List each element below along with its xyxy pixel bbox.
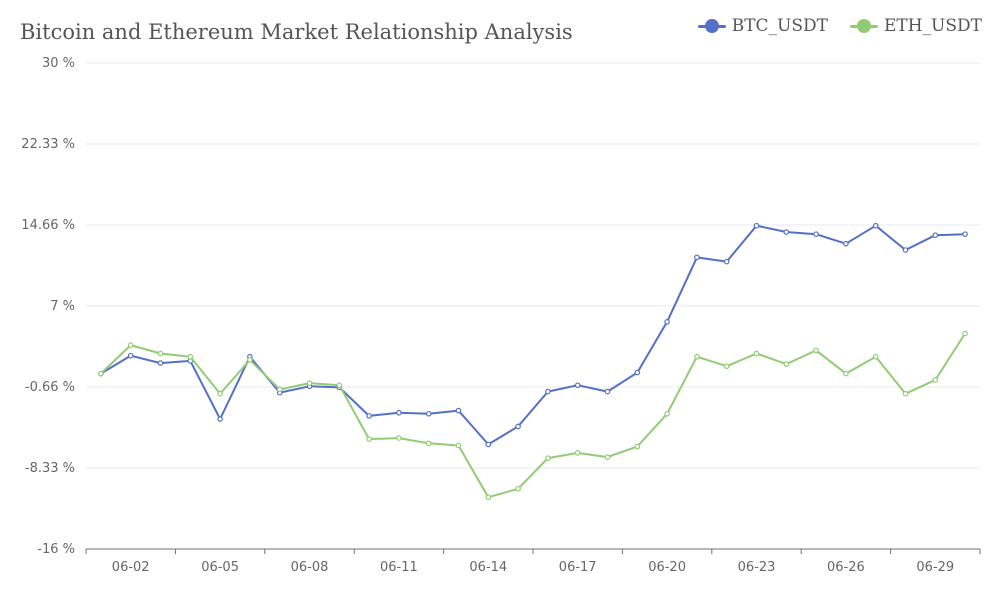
data-point-eth_usdt — [276, 386, 283, 393]
y-tick-label: 22.33 % — [21, 137, 75, 152]
data-point-eth_usdt — [723, 363, 730, 370]
chart-title: Bitcoin and Ethereum Market Relationship… — [20, 20, 573, 44]
data-point-eth_usdt — [574, 450, 581, 456]
data-point-btc_usdt — [872, 222, 879, 229]
data-point-eth_usdt — [485, 494, 492, 501]
y-tick-label: -0.66 % — [25, 380, 75, 395]
data-point-btc_usdt — [962, 231, 968, 237]
legend-swatch-eth — [849, 19, 878, 33]
data-point-eth_usdt — [694, 353, 700, 360]
legend-item-btc[interactable]: BTC_USDT — [697, 16, 828, 36]
x-tick-label: 06-08 — [291, 560, 329, 575]
data-point-eth_usdt — [396, 435, 402, 441]
data-point-eth_usdt — [336, 382, 343, 389]
data-point-eth_usdt — [753, 350, 760, 357]
data-point-btc_usdt — [932, 232, 939, 239]
data-point-eth_usdt — [187, 353, 194, 360]
data-point-eth_usdt — [872, 353, 879, 360]
data-point-btc_usdt — [217, 416, 223, 422]
data-point-btc_usdt — [664, 319, 670, 325]
data-point-btc_usdt — [127, 352, 134, 359]
series-line-eth_usdt — [100, 332, 966, 499]
data-point-btc_usdt — [485, 441, 492, 448]
data-point-btc_usdt — [604, 388, 611, 395]
data-point-eth_usdt — [604, 454, 611, 460]
data-point-btc_usdt — [783, 229, 790, 235]
data-point-btc_usdt — [843, 240, 849, 247]
data-point-btc_usdt — [902, 247, 909, 253]
y-tick-label: -16 % — [37, 542, 75, 557]
data-point-eth_usdt — [515, 485, 521, 492]
data-point-btc_usdt — [723, 258, 730, 265]
x-tick-label: 06-05 — [201, 560, 239, 575]
x-tick-label: 06-02 — [112, 560, 150, 575]
legend-item-eth[interactable]: ETH_USDT — [849, 16, 982, 36]
legend-label-btc: BTC_USDT — [731, 16, 828, 36]
x-tick-label: 06-11 — [380, 560, 418, 575]
data-point-btc_usdt — [634, 369, 641, 376]
x-tick-label: 06-17 — [559, 560, 597, 575]
legend-swatch-btc — [697, 19, 726, 33]
x-tick-label: 06-14 — [469, 560, 507, 575]
data-point-btc_usdt — [545, 388, 551, 395]
data-point-btc_usdt — [753, 222, 760, 229]
data-point-btc_usdt — [515, 423, 521, 430]
legend-dot-eth — [856, 19, 871, 33]
data-point-eth_usdt — [843, 370, 849, 377]
data-point-eth_usdt — [545, 455, 551, 461]
data-point-eth_usdt — [664, 410, 670, 417]
data-point-eth_usdt — [157, 350, 164, 357]
data-point-eth_usdt — [247, 357, 253, 363]
data-point-eth_usdt — [306, 380, 313, 386]
y-tick-label: 14.66 % — [21, 218, 75, 233]
y-tick-label: 30 % — [42, 56, 75, 71]
y-tick-label: 7 % — [50, 299, 75, 314]
legend: BTC_USDT ETH_USDT — [697, 16, 982, 36]
data-point-eth_usdt — [127, 342, 134, 348]
data-point-eth_usdt — [217, 390, 223, 397]
data-point-btc_usdt — [455, 407, 462, 414]
data-point-btc_usdt — [425, 410, 432, 417]
data-point-btc_usdt — [694, 254, 700, 261]
data-point-btc_usdt — [366, 413, 372, 419]
data-point-btc_usdt — [813, 231, 819, 237]
x-tick-label: 06-23 — [738, 560, 776, 575]
data-point-btc_usdt — [157, 360, 164, 366]
series-line-btc_usdt — [100, 224, 966, 446]
data-point-btc_usdt — [574, 382, 581, 389]
data-point-eth_usdt — [962, 330, 968, 337]
x-tick-label: 06-29 — [916, 560, 954, 575]
data-point-eth_usdt — [455, 442, 462, 449]
y-tick-label: -8.33 % — [25, 461, 75, 476]
x-tick-label: 06-26 — [827, 560, 865, 575]
legend-dot-btc — [704, 19, 719, 33]
data-point-eth_usdt — [634, 443, 641, 450]
data-point-eth_usdt — [932, 377, 939, 383]
data-point-btc_usdt — [396, 409, 402, 416]
data-point-eth_usdt — [902, 390, 909, 397]
data-point-eth_usdt — [783, 361, 790, 367]
legend-label-eth: ETH_USDT — [883, 16, 982, 36]
data-point-eth_usdt — [98, 370, 104, 377]
x-tick-label: 06-20 — [648, 560, 686, 575]
data-point-eth_usdt — [366, 436, 372, 442]
data-point-eth_usdt — [425, 440, 432, 447]
data-point-eth_usdt — [813, 347, 819, 354]
